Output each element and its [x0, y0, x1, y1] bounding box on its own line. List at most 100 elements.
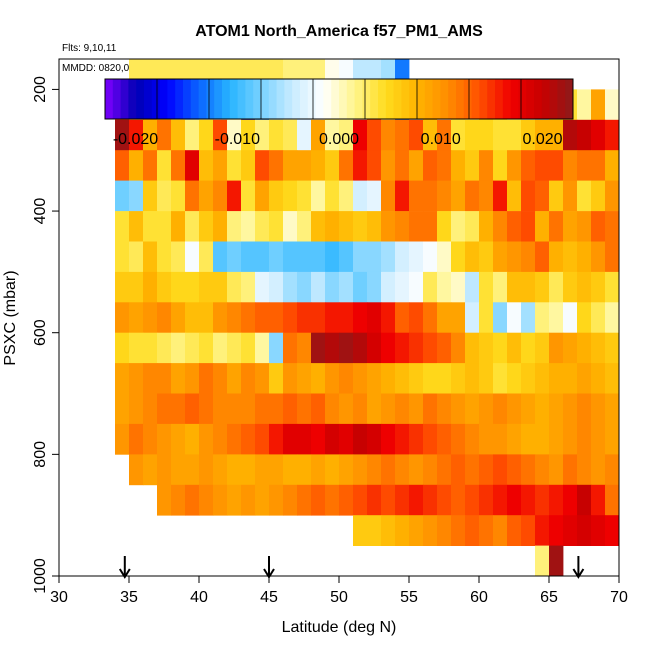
- colorbar-segment: [541, 79, 551, 119]
- heatmap-cell: [535, 119, 550, 151]
- colorbar-segment: [385, 79, 395, 119]
- colorbar-segment: [315, 79, 324, 119]
- heatmap-cell: [563, 180, 578, 212]
- heatmap-cell: [353, 241, 368, 273]
- heatmap-cell: [353, 363, 368, 394]
- heatmap-cell: [395, 363, 410, 394]
- colorbar-segment: [206, 79, 215, 119]
- colorbar-tick-label: -0.020: [113, 131, 158, 148]
- colorbar-tick-label: -0.010: [215, 131, 260, 148]
- heatmap-cell: [591, 454, 606, 486]
- heatmap-cell: [479, 211, 494, 242]
- heatmap-cell: [269, 241, 284, 273]
- heatmap-cell: [199, 423, 214, 455]
- heatmap-cell: [395, 423, 410, 455]
- heatmap-cell: [563, 484, 578, 516]
- heatmap-cell: [563, 393, 578, 425]
- heatmap-cell: [423, 454, 438, 486]
- colorbar-segment: [112, 79, 122, 119]
- heatmap-cell: [591, 363, 606, 394]
- heatmap-cell: [283, 302, 298, 334]
- heatmap-cell: [409, 271, 424, 303]
- heatmap-cell: [423, 332, 438, 364]
- heatmap-cell: [213, 180, 228, 212]
- heatmap-cell: [171, 150, 186, 181]
- heatmap-cell: [297, 180, 312, 212]
- heatmap-cell: [185, 150, 200, 181]
- heatmap-cell: [465, 150, 480, 181]
- heatmap-cell: [213, 302, 228, 334]
- heatmap-cell: [367, 150, 382, 181]
- heatmap-cell: [115, 332, 130, 364]
- heatmap-cell: [437, 515, 452, 546]
- heatmap-cell: [437, 423, 452, 455]
- colorbar-segment: [526, 79, 535, 119]
- heatmap-cell: [437, 150, 452, 181]
- heatmap-cell: [353, 119, 368, 151]
- heatmap-cell: [395, 302, 410, 334]
- colorbar-segment: [502, 79, 512, 119]
- heatmap-cell: [241, 150, 256, 181]
- heatmap-cell: [199, 211, 214, 242]
- heatmap-cell: [409, 180, 424, 212]
- heatmap-cell: [465, 454, 480, 486]
- heatmap-cell: [451, 241, 466, 273]
- heatmap-cell: [353, 180, 368, 212]
- heatmap-cell: [591, 332, 606, 364]
- heatmap-cell: [451, 332, 466, 364]
- heatmap-cell: [367, 363, 382, 394]
- heatmap-cell: [521, 150, 536, 181]
- heatmap-cell: [143, 302, 158, 334]
- colorbar-segment: [440, 79, 449, 119]
- y-tick-label: 1000: [32, 558, 49, 594]
- heatmap-cell: [409, 241, 424, 273]
- x-tick-label: 65: [540, 589, 558, 606]
- heatmap-cell: [269, 393, 284, 425]
- heatmap-cell: [171, 454, 186, 486]
- heatmap-cell: [325, 119, 340, 151]
- heatmap-cell: [465, 484, 480, 516]
- heatmap-cell: [437, 271, 452, 303]
- x-tick-label: 70: [610, 589, 628, 606]
- heatmap-cell: [311, 454, 326, 486]
- heatmap-cell: [479, 302, 494, 334]
- heatmap-cell: [395, 211, 410, 242]
- heatmap-cell: [227, 393, 242, 425]
- heatmap-cell: [143, 454, 158, 486]
- heatmap-cell: [241, 454, 256, 486]
- heatmap-cell: [129, 302, 144, 334]
- colorbar-segment: [424, 79, 434, 119]
- heatmap-cell: [297, 119, 312, 151]
- heatmap-cell: [591, 393, 606, 425]
- heatmap-cell: [535, 515, 550, 546]
- heatmap-cell: [185, 363, 200, 394]
- heatmap-cell: [143, 423, 158, 455]
- heatmap-cell: [157, 150, 172, 181]
- heatmap-cell: [437, 454, 452, 486]
- heatmap-cell: [451, 119, 466, 151]
- date-note: MMDD: 0820,0822,0823: [62, 63, 171, 74]
- colorbar-segment: [495, 79, 504, 119]
- colorbar-frame: [104, 78, 574, 120]
- heatmap-cell: [311, 241, 326, 273]
- heatmap-cell: [325, 393, 340, 425]
- heatmap-cell: [479, 423, 494, 455]
- heatmap-cell: [395, 271, 410, 303]
- heatmap-cell: [143, 211, 158, 242]
- heatmap-cell: [381, 150, 396, 181]
- colorbar-segment: [300, 79, 309, 119]
- heatmap-cell: [297, 241, 312, 273]
- heatmap-cell: [255, 393, 270, 425]
- heatmap-cell: [241, 119, 256, 151]
- heatmap-cell: [283, 484, 298, 516]
- heatmap-cell: [241, 363, 256, 394]
- heatmap-cell: [535, 241, 550, 273]
- heatmap-cell: [269, 302, 284, 334]
- heatmap-cell: [535, 180, 550, 212]
- heatmap-cell: [605, 211, 620, 242]
- colorbar-segment: [565, 79, 574, 119]
- heatmap-cell: [311, 119, 326, 151]
- colorbar-segment: [448, 79, 457, 119]
- heatmap-cells: [115, 59, 620, 577]
- heatmap-cell: [381, 393, 396, 425]
